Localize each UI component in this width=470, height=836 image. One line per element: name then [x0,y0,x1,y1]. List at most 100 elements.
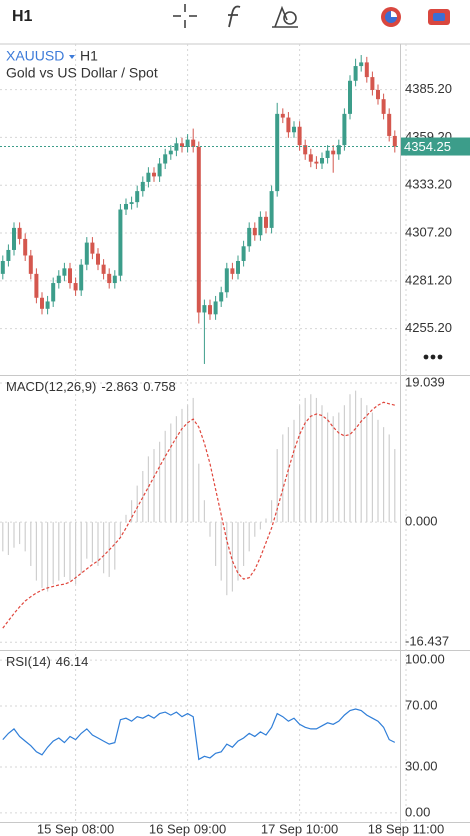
candle-body [280,113,285,118]
candle-body [392,135,397,147]
signal-line [2,401,395,629]
candle-body [62,268,67,276]
candle-body [118,209,123,276]
y-tick-label: 4255.20 [405,320,452,335]
y-tick-label: 0.000 [405,514,438,529]
candle-body [0,260,5,274]
objects-icon[interactable] [272,5,298,28]
macd-header: MACD(12,26,9) -2.863 0.758 [6,379,176,394]
candle-body [180,143,184,147]
candle-body [84,242,89,265]
candle-body [51,283,56,302]
y-tick-label: 4307.20 [405,224,452,239]
interval[interactable]: H1 [12,8,33,25]
theme-icon[interactable] [381,7,401,27]
x-tick-label: 16 Sep 09:00 [149,821,226,836]
candle-body [364,62,369,78]
candle-body [23,238,28,256]
candle-body [40,297,44,309]
candle-body [152,172,156,177]
y-tick-label: 4333.20 [405,177,452,192]
y-tick-label: 100.00 [405,652,445,667]
candle-body [17,227,22,239]
candle-body [157,163,162,177]
candle-body [135,191,140,203]
symbol[interactable]: XAUUSD [6,48,64,64]
candle-body [107,273,112,284]
last-price-box [401,137,470,156]
indicator-icon[interactable] [228,5,241,28]
account-icon[interactable] [428,9,450,25]
candle-body [381,99,386,114]
candle-body [331,150,336,155]
x-tick-label: 18 Sep 11:00 [368,821,444,836]
rsi-line [2,708,396,761]
candle-body [376,89,380,100]
chart-interval: H1 [80,48,98,64]
symbol-dropdown[interactable] [69,55,75,59]
candle-body [168,150,173,155]
candle-body [325,150,330,159]
subtitle: Gold vs US Dollar / Spot [6,65,158,81]
candle-body [264,216,268,228]
candle-body [90,242,95,254]
candle-body [12,227,16,250]
candle-body [269,191,274,228]
candle-body [314,161,319,164]
candle-body [342,113,347,146]
y-tick-label: 30.00 [405,758,438,773]
y-tick-label: 0.00 [405,804,430,819]
macd-signal-value: 0.758 [143,379,176,394]
last-price-label: 4354.25 [404,139,451,154]
candle-body [241,246,246,261]
candle-body [129,202,134,204]
candle-body [258,216,263,236]
candle-body [230,268,235,274]
candle-body [112,275,117,284]
candle-body [56,275,61,284]
candle-body [275,113,280,192]
candle-body [101,264,106,274]
y-tick-label: 70.00 [405,697,438,712]
overlay: XAUUSD H1 Gold vs US Dollar / Spot MACD(… [6,48,470,669]
candle-body [286,117,291,133]
candle-body [140,181,145,192]
rsi-header: RSI(14) 46.14 [6,654,88,669]
candle-body [163,154,168,164]
candle-body [308,154,313,162]
candle-body [124,203,128,210]
candle-body [387,113,392,136]
candle-body [196,146,201,313]
candle-body [247,227,252,247]
candle-body [297,126,302,146]
candle-body [191,139,196,147]
x-tick-label: 15 Sep 08:00 [37,821,114,836]
candle-body [202,305,207,313]
crosshair-icon[interactable] [173,4,197,28]
macd-value: -2.863 [101,379,138,394]
candle-body [45,301,50,309]
candle-body [359,62,364,67]
plot-area: 15 Sep 08:00 16 Sep 09:00 17 Sep 10:00 18 S… [0,44,452,836]
y-tick-label: 19.039 [405,374,445,389]
x-tick-label: 17 Sep 10:00 [261,821,338,836]
rsi-value: 46.14 [56,654,89,669]
candle-body [320,158,324,164]
candle-body [79,264,84,291]
more-icon[interactable] [423,354,443,360]
candle-body [252,227,257,236]
candle-body [213,301,218,315]
candle-body [236,260,240,274]
candle-body [68,268,72,284]
candle-body [208,305,212,315]
candle-body [348,80,352,114]
candle-body [34,273,39,298]
rsi-title: RSI(14) [6,654,51,669]
candle-body [6,249,11,261]
candle-body [219,292,224,302]
candle-body [303,145,308,155]
y-tick-label: -16.437 [405,634,449,649]
